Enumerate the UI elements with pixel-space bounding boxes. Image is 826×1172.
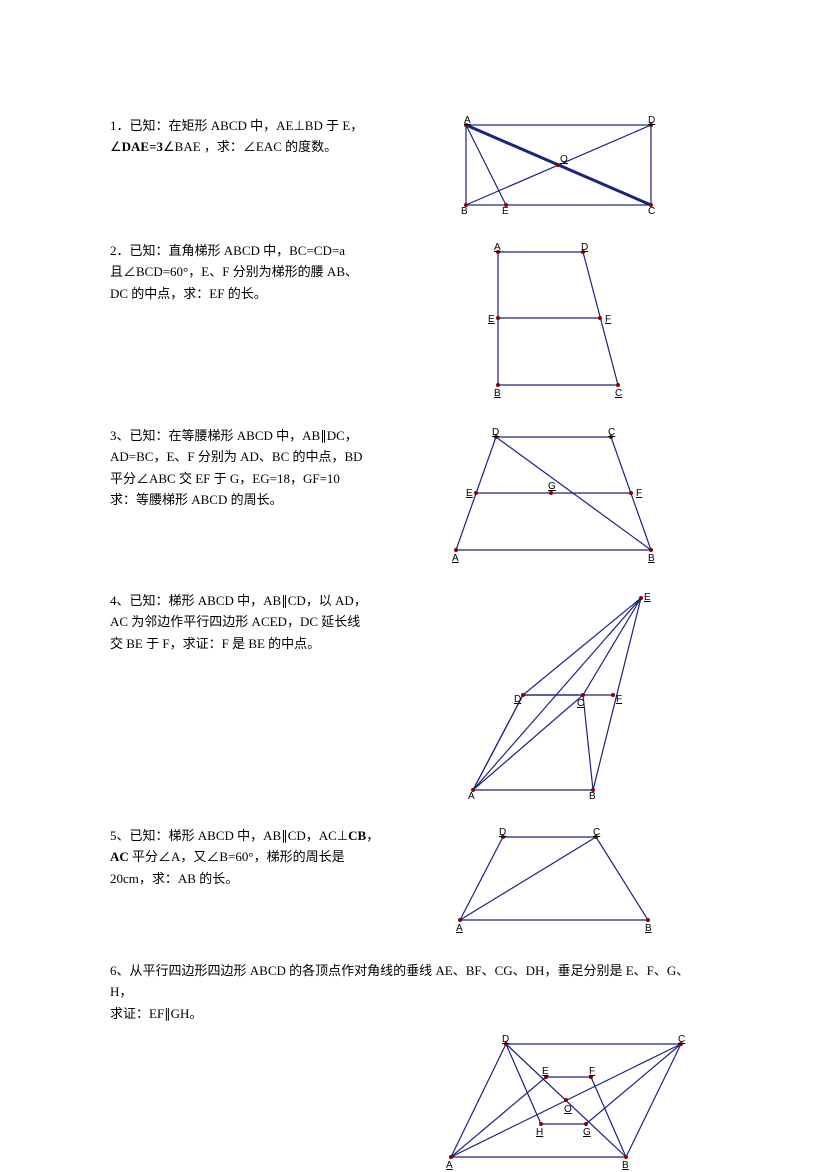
p4-l1: 已知：梯形 ABCD 中，AB∥CD，以 AD， (130, 593, 367, 608)
svg-text:D: D (492, 427, 499, 438)
figure-2: A D E F B C (400, 240, 716, 400)
figure-1-svg: A D B C O E (456, 115, 661, 215)
p4-l2: AC 为邻边作平行四边形 ACED，DC 延长线 (110, 614, 360, 629)
p1-l2b: DAE=3 (122, 139, 163, 154)
p3-l2: AD=BC，E、F 分别为 AD、BC 的中点，BD (110, 449, 363, 464)
problem-1: 1．已知：在矩形 ABCD 中，AE⊥BD 于 E， ∠DAE=3∠BAE ，求… (110, 115, 716, 215)
problem-2: 2．已知：直角梯形 ABCD 中，BC=CD=a 且∠BCD=60°，E、F 分… (110, 240, 716, 400)
problem-5: 5、已知：梯形 ABCD 中，AB∥CD，AC⊥CB， AC 平分∠A，又∠B=… (110, 825, 716, 935)
svg-text:A: A (452, 553, 459, 564)
svg-text:B: B (622, 1160, 629, 1171)
problem-4: 4、已知：梯形 ABCD 中，AB∥CD，以 AD， AC 为邻边作平行四边形 … (110, 590, 716, 800)
p6-l2: 求证：EF∥GH。 (110, 1006, 202, 1021)
svg-text:O: O (564, 1104, 572, 1115)
svg-text:G: G (548, 481, 556, 492)
p1-l2c: ∠BAE ，求：∠EAC 的度数。 (163, 139, 337, 154)
problem-5-text: 5、已知：梯形 ABCD 中，AB∥CD，AC⊥CB， AC 平分∠A，又∠B=… (110, 825, 400, 889)
p2-l3: DC 的中点，求：EF 的长。 (110, 286, 267, 301)
svg-text:G: G (583, 1127, 591, 1138)
p5-l3: 20cm，求：AB 的长。 (110, 871, 238, 886)
svg-text:F: F (636, 488, 642, 499)
p2-l2: 且∠BCD=60°，E、F 分别为梯形的腰 AB、 (110, 264, 358, 279)
p3-l4: 求：等腰梯形 ABCD 的周长。 (110, 492, 283, 507)
p6-num: 6、 (110, 963, 130, 978)
problem-3-text: 3、已知：在等腰梯形 ABCD 中，AB∥DC， AD=BC，E、F 分别为 A… (110, 425, 400, 511)
svg-text:E: E (466, 488, 473, 499)
p1-l2a: ∠ (110, 139, 122, 154)
figure-6: D C A B E F O H G (110, 1032, 716, 1172)
svg-text:E: E (644, 592, 651, 603)
svg-text:C: C (678, 1034, 685, 1045)
figure-5: D C A B (400, 825, 716, 935)
svg-text:E: E (542, 1066, 549, 1077)
p5-l1: 已知：梯形 ABCD 中，AB∥CD，AC⊥ (130, 828, 349, 843)
svg-text:A: A (468, 791, 475, 800)
svg-text:D: D (648, 115, 655, 126)
svg-text:H: H (536, 1127, 543, 1138)
svg-text:A: A (446, 1160, 453, 1171)
svg-text:F: F (605, 314, 611, 325)
svg-text:B: B (648, 553, 655, 564)
p5-t2: ， (366, 828, 379, 843)
p4-l3: 交 BE 于 F，求证：F 是 BE 的中点。 (110, 636, 320, 651)
problem-3: 3、已知：在等腰梯形 ABCD 中，AB∥DC， AD=BC，E、F 分别为 A… (110, 425, 716, 565)
problem-6: 6、从平行四边形四边形 ABCD 的各顶点作对角线的垂线 AE、BF、CG、DH… (110, 960, 716, 1172)
figure-4-svg: E D C F A B (458, 590, 658, 800)
p5-l2: 平分∠A，又∠B=60°，梯形的周长是 (129, 849, 345, 864)
problem-6-text: 6、从平行四边形四边形 ABCD 的各顶点作对角线的垂线 AE、BF、CG、DH… (110, 960, 716, 1024)
svg-text:D: D (502, 1034, 509, 1045)
svg-text:B: B (494, 388, 501, 399)
figure-1: A D B C O E (400, 115, 716, 215)
svg-text:B: B (645, 923, 652, 934)
svg-text:A: A (464, 115, 471, 126)
svg-text:D: D (581, 242, 588, 253)
figure-3-svg: D C E F G A B (446, 425, 671, 565)
figure-6-svg: D C A B E F O H G (436, 1032, 696, 1172)
p3-l3: 平分∠ABC 交 EF 于 G，EG=18，GF=10 (110, 471, 340, 486)
figure-3: D C E F G A B (400, 425, 716, 565)
p5-l2b: AC (110, 849, 129, 864)
p3-num: 3、 (110, 428, 130, 443)
svg-text:C: C (593, 827, 600, 838)
problem-4-text: 4、已知：梯形 ABCD 中，AB∥CD，以 AD， AC 为邻边作平行四边形 … (110, 590, 400, 654)
p2-l1: 已知：直角梯形 ABCD 中，BC=CD=a (130, 243, 345, 258)
svg-text:C: C (608, 427, 615, 438)
p1-num: 1． (110, 118, 130, 133)
svg-text:F: F (616, 694, 622, 705)
svg-text:E: E (502, 206, 509, 215)
problem-2-text: 2．已知：直角梯形 ABCD 中，BC=CD=a 且∠BCD=60°，E、F 分… (110, 240, 400, 304)
svg-text:D: D (499, 827, 506, 838)
svg-text:B: B (589, 791, 596, 800)
svg-text:O: O (560, 154, 568, 165)
p1-l1: 已知：在矩形 ABCD 中，AE⊥BD 于 E， (130, 118, 364, 133)
svg-text:B: B (461, 206, 468, 215)
figure-4: E D C F A B (400, 590, 716, 800)
svg-text:A: A (456, 923, 463, 934)
svg-text:D: D (514, 694, 521, 705)
svg-text:C: C (577, 698, 584, 709)
p2-num: 2． (110, 243, 130, 258)
svg-text:E: E (488, 314, 495, 325)
p5-b1: CB (348, 828, 366, 843)
p6-l1: 从平行四边形四边形 ABCD 的各顶点作对角线的垂线 AE、BF、CG、DH，垂… (110, 963, 689, 999)
figure-5-svg: D C A B (448, 825, 668, 935)
problem-1-text: 1．已知：在矩形 ABCD 中，AE⊥BD 于 E， ∠DAE=3∠BAE ，求… (110, 115, 400, 158)
figure-2-svg: A D E F B C (478, 240, 638, 400)
p5-num: 5、 (110, 828, 130, 843)
svg-text:F: F (589, 1066, 595, 1077)
p3-l1: 已知：在等腰梯形 ABCD 中，AB∥DC， (130, 428, 358, 443)
p4-num: 4、 (110, 593, 130, 608)
svg-text:C: C (615, 388, 622, 399)
svg-text:A: A (494, 242, 501, 253)
svg-text:C: C (648, 206, 655, 215)
